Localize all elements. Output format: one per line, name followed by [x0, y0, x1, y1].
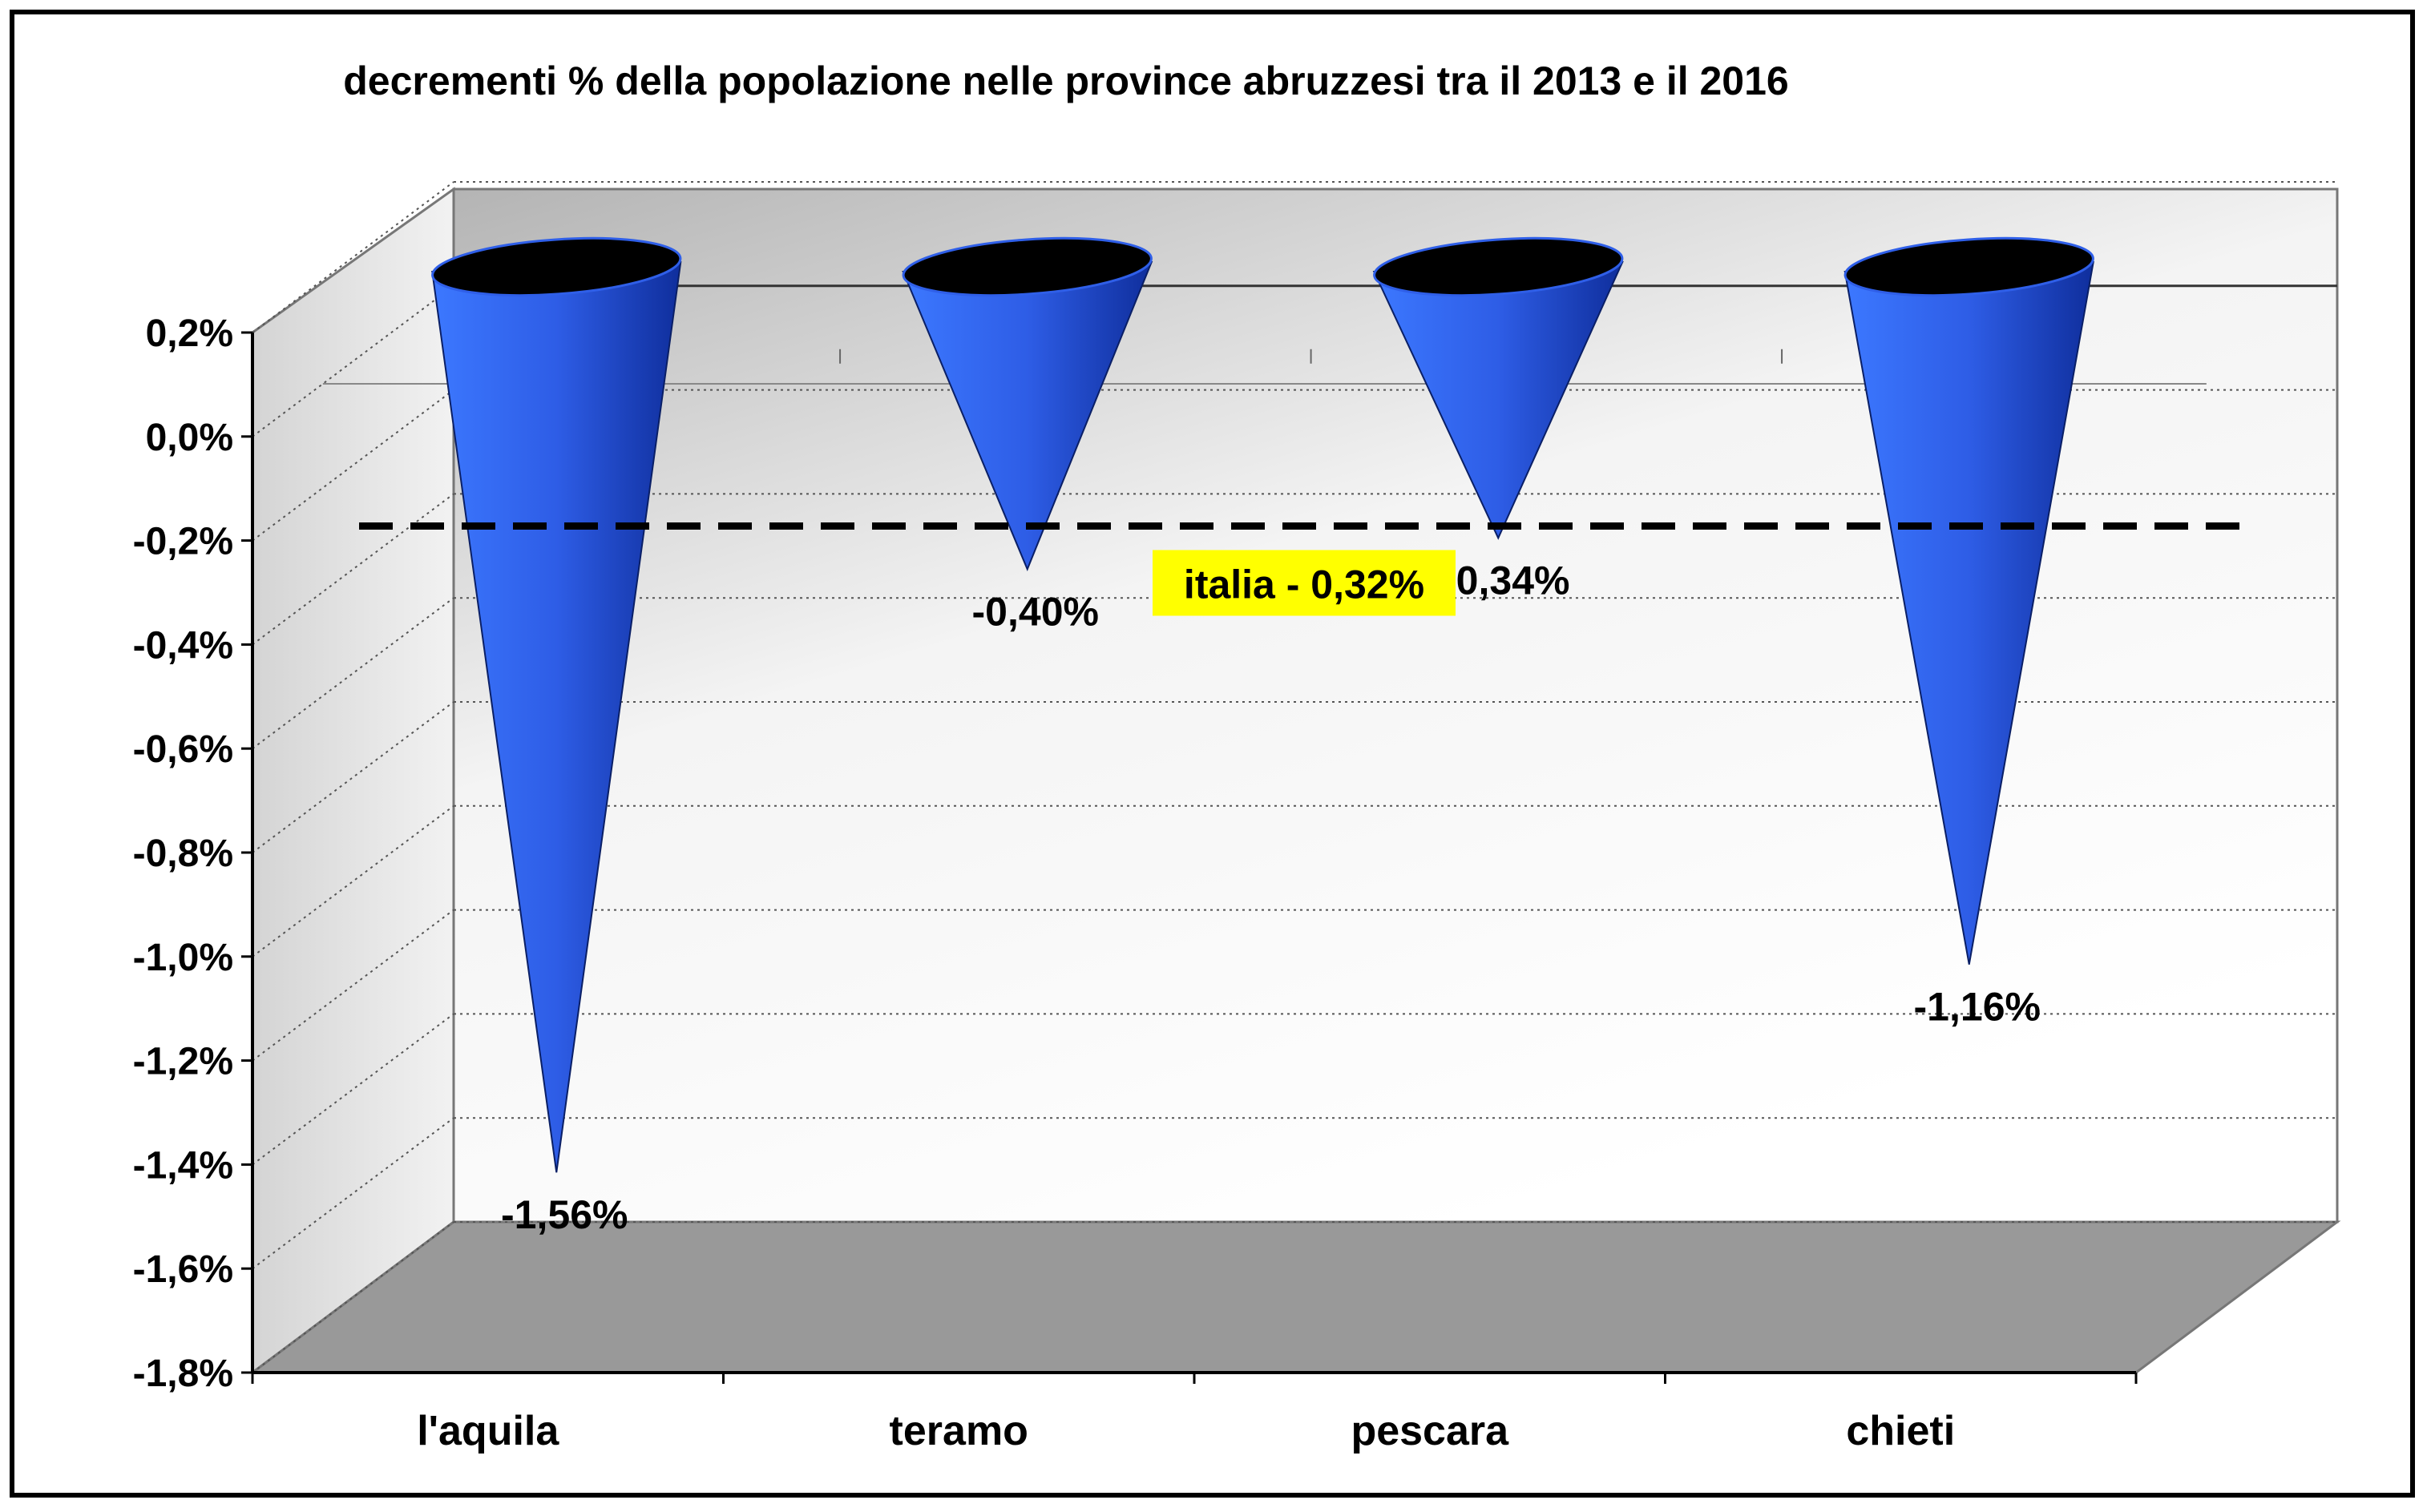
y-tick-label: -0,4% [133, 624, 233, 667]
reference-layer: italia - 0,32% [359, 522, 2244, 616]
y-tick-label: 0,0% [146, 417, 233, 459]
floor [248, 1220, 2341, 1374]
cone-layer: -1,56% -0,40% -0,34% -1,16% [431, 236, 2094, 1237]
chart-border [10, 10, 2415, 1498]
y-tick-label: -0,6% [133, 728, 233, 771]
y-tick-label: -1,2% [133, 1041, 233, 1083]
reference-label-box [1153, 550, 1456, 616]
cone-top [902, 236, 1153, 297]
y-tick-label: -0,2% [133, 521, 233, 563]
data-label: -0,34% [1443, 558, 1569, 603]
cone-chieti: -1,16% [1843, 236, 2094, 1030]
cone-pescara: -0,34% [1372, 236, 1624, 603]
y-tick-label: 0,2% [146, 312, 233, 355]
x-tick-label: teramo [890, 1408, 1028, 1454]
side-wall [251, 187, 455, 1375]
y-tick-label: -1,8% [133, 1353, 233, 1395]
reference-label: italia - 0,32% [1184, 562, 1424, 607]
x-tick-label: chieti [1846, 1408, 1955, 1454]
cone-laquila: -1,56% [431, 236, 682, 1237]
data-label: -1,56% [501, 1192, 628, 1237]
cone-top [1373, 236, 1624, 297]
cone-top [1843, 236, 2094, 297]
y-tick-label: -1,0% [133, 937, 233, 979]
axis-layer: 0,2% 0,0% -0,2% -0,4% -0,6% -0,8% -1,0% -1,2% -1… [133, 312, 2138, 1454]
cone-teramo: -0,40% [902, 236, 1153, 634]
x-tick-label: pescara [1351, 1408, 1509, 1454]
cone-top [431, 236, 682, 297]
data-label: -1,16% [1914, 985, 2041, 1030]
y-tick-label: -1,4% [133, 1144, 233, 1187]
y-tick-label: -0,8% [133, 833, 233, 875]
chart-title: decrementi % della popolazione nelle pro… [343, 58, 1788, 103]
y-tick-label: -1,6% [133, 1248, 233, 1291]
x-tick-label: l'aquila [417, 1408, 559, 1454]
data-label: -0,40% [972, 589, 1099, 634]
